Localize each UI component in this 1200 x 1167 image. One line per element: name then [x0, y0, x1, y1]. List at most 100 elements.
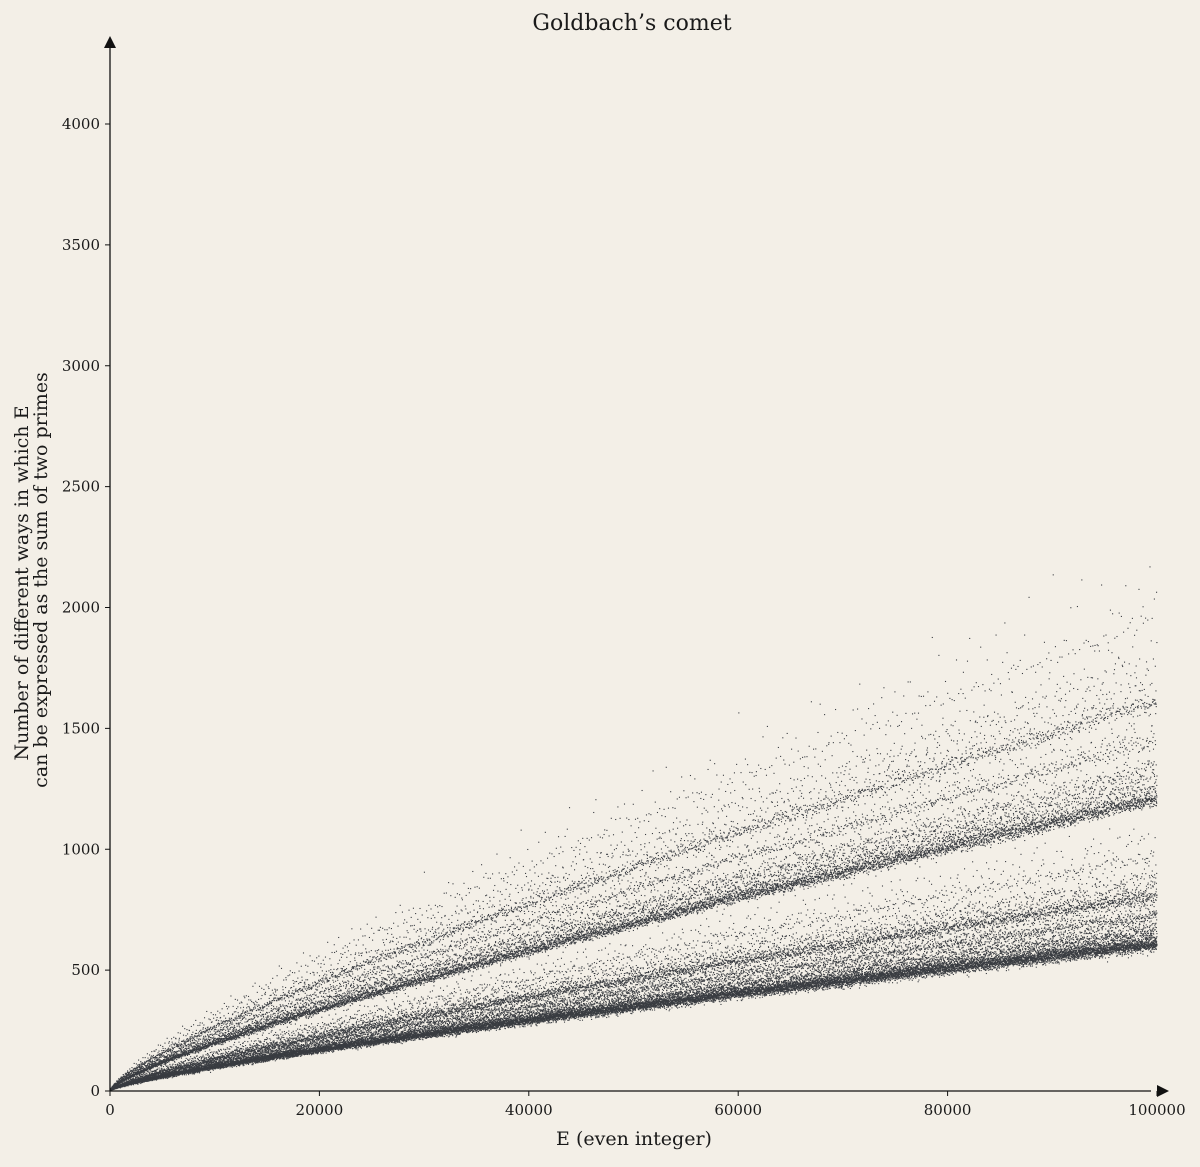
data-point — [136, 1070, 137, 1071]
data-point — [150, 1080, 151, 1081]
data-point — [157, 1066, 158, 1067]
data-point — [153, 1067, 154, 1068]
data-point — [153, 1055, 154, 1056]
data-point — [156, 1071, 157, 1072]
data-point — [157, 1069, 158, 1070]
data-point — [128, 1074, 129, 1075]
data-point — [158, 1074, 159, 1075]
data-point — [137, 1065, 138, 1066]
data-point — [121, 1077, 122, 1078]
data-point — [154, 1059, 155, 1060]
data-point — [151, 1055, 152, 1056]
data-point — [140, 1065, 141, 1066]
data-point — [131, 1067, 132, 1068]
data-point — [159, 1060, 160, 1061]
data-point — [144, 1061, 145, 1062]
data-point — [151, 1065, 152, 1066]
data-point — [153, 1061, 154, 1062]
data-point — [144, 1063, 145, 1064]
data-point — [147, 1053, 148, 1054]
data-point — [159, 1057, 160, 1058]
data-point — [151, 1058, 152, 1059]
data-point — [154, 1051, 155, 1052]
data-point — [149, 1054, 150, 1055]
data-point — [140, 1068, 141, 1069]
data-point — [156, 1049, 157, 1050]
data-point — [141, 1062, 142, 1063]
data-point — [142, 1076, 143, 1077]
data-point — [157, 1055, 158, 1056]
data-point — [159, 1078, 160, 1079]
data-points — [109, 566, 1157, 1091]
data-point — [152, 1058, 153, 1059]
data-point — [136, 1063, 137, 1064]
data-point — [157, 1057, 158, 1058]
data-point — [143, 1074, 144, 1075]
data-point — [145, 1068, 146, 1069]
data-point — [157, 1063, 158, 1064]
data-point — [160, 1056, 161, 1057]
data-point — [141, 1078, 142, 1079]
data-point — [134, 1063, 135, 1064]
data-point — [157, 1059, 158, 1060]
data-point — [129, 1068, 130, 1069]
data-point — [127, 1085, 128, 1086]
data-point — [160, 1045, 161, 1046]
data-point — [141, 1063, 142, 1064]
data-point — [148, 1060, 149, 1061]
data-point — [152, 1062, 153, 1063]
data-point — [151, 1051, 152, 1052]
data-point — [159, 1053, 160, 1054]
data-point — [142, 1074, 143, 1075]
data-point — [154, 1071, 155, 1072]
data-point — [138, 1064, 139, 1065]
data-point — [123, 1074, 124, 1075]
data-point — [136, 1077, 137, 1078]
data-point — [150, 1060, 151, 1061]
data-point — [118, 1080, 119, 1081]
data-point — [145, 1057, 146, 1058]
data-point — [131, 1072, 132, 1073]
data-point — [147, 1064, 148, 1065]
data-point — [136, 1068, 137, 1069]
data-point — [133, 1084, 134, 1085]
data-point — [150, 1057, 151, 1058]
data-point — [160, 1054, 161, 1055]
data-point — [150, 1069, 151, 1070]
data-point — [148, 1070, 149, 1071]
data-point — [159, 1067, 160, 1068]
data-point — [144, 1072, 145, 1073]
data-point — [155, 1060, 156, 1061]
data-point — [143, 1067, 144, 1068]
data-point — [149, 1062, 150, 1063]
data-point — [156, 1063, 157, 1064]
data-point — [146, 1073, 147, 1074]
data-point — [129, 1072, 130, 1073]
data-point — [153, 1071, 154, 1072]
data-point — [140, 1061, 141, 1062]
data-point — [136, 1075, 137, 1076]
data-point — [150, 1062, 151, 1063]
data-point — [128, 1081, 129, 1082]
data-point — [155, 1062, 156, 1063]
data-point — [138, 1060, 139, 1061]
data-point — [142, 1064, 143, 1065]
data-point — [150, 1071, 151, 1072]
data-point — [133, 1070, 134, 1071]
data-point — [158, 1051, 159, 1052]
data-point — [137, 1084, 138, 1085]
data-point — [132, 1071, 133, 1072]
data-point — [126, 1073, 127, 1074]
data-point — [127, 1070, 128, 1071]
data-point — [134, 1076, 135, 1077]
data-point — [153, 1051, 154, 1052]
data-point — [147, 1058, 148, 1059]
data-point — [159, 1059, 160, 1060]
data-point — [142, 1062, 143, 1063]
data-point — [135, 1069, 136, 1070]
data-point — [145, 1073, 146, 1074]
chart-title: Goldbach’s comet — [532, 11, 731, 36]
data-point — [126, 1079, 127, 1080]
